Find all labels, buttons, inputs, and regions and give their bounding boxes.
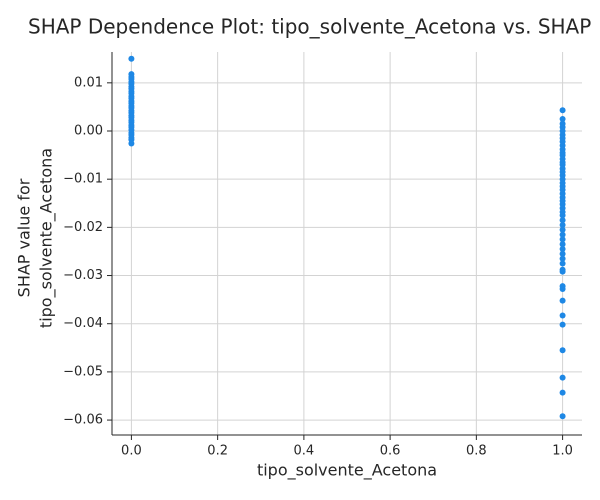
point bbox=[559, 260, 566, 267]
y-tick-label: −0.06 bbox=[63, 413, 103, 428]
point bbox=[559, 268, 566, 275]
chart-title: SHAP Dependence Plot: tipo_solvente_Acet… bbox=[28, 15, 591, 39]
x-axis-label: tipo_solvente_Acetona bbox=[257, 461, 437, 481]
point bbox=[559, 413, 566, 420]
y-tick-label: −0.05 bbox=[63, 364, 103, 379]
point bbox=[128, 140, 135, 147]
x-tick-label: 0.6 bbox=[380, 444, 401, 459]
point bbox=[559, 347, 566, 354]
x-tick-label: 0.4 bbox=[294, 444, 315, 459]
point bbox=[559, 221, 566, 228]
y-tick-label: 0.00 bbox=[74, 124, 103, 139]
y-tick-label: −0.01 bbox=[63, 172, 103, 187]
point bbox=[559, 250, 566, 257]
point bbox=[559, 236, 566, 243]
point bbox=[559, 115, 566, 122]
point bbox=[559, 241, 566, 248]
point bbox=[559, 226, 566, 233]
point bbox=[559, 231, 566, 238]
y-axis-label: tipo_solvente_Acetona bbox=[37, 148, 57, 328]
point bbox=[559, 217, 566, 224]
x-tick-label: 0.2 bbox=[207, 444, 228, 459]
point bbox=[559, 107, 566, 114]
y-axis-label: SHAP value for bbox=[15, 178, 34, 297]
point bbox=[559, 312, 566, 319]
y-tick-label: −0.04 bbox=[63, 316, 103, 331]
x-tick-label: 1.0 bbox=[552, 444, 573, 459]
point bbox=[559, 389, 566, 396]
y-tick-label: 0.01 bbox=[74, 75, 103, 90]
point bbox=[559, 374, 566, 381]
point bbox=[559, 246, 566, 253]
point bbox=[559, 286, 566, 293]
point bbox=[559, 297, 566, 304]
point bbox=[559, 321, 566, 328]
y-tick-label: −0.03 bbox=[63, 268, 103, 283]
point bbox=[559, 212, 566, 219]
x-tick-label: 0.8 bbox=[466, 444, 487, 459]
point bbox=[559, 255, 566, 262]
x-tick-label: 0.0 bbox=[121, 444, 142, 459]
point bbox=[128, 55, 135, 62]
y-tick-label: −0.02 bbox=[63, 220, 103, 235]
